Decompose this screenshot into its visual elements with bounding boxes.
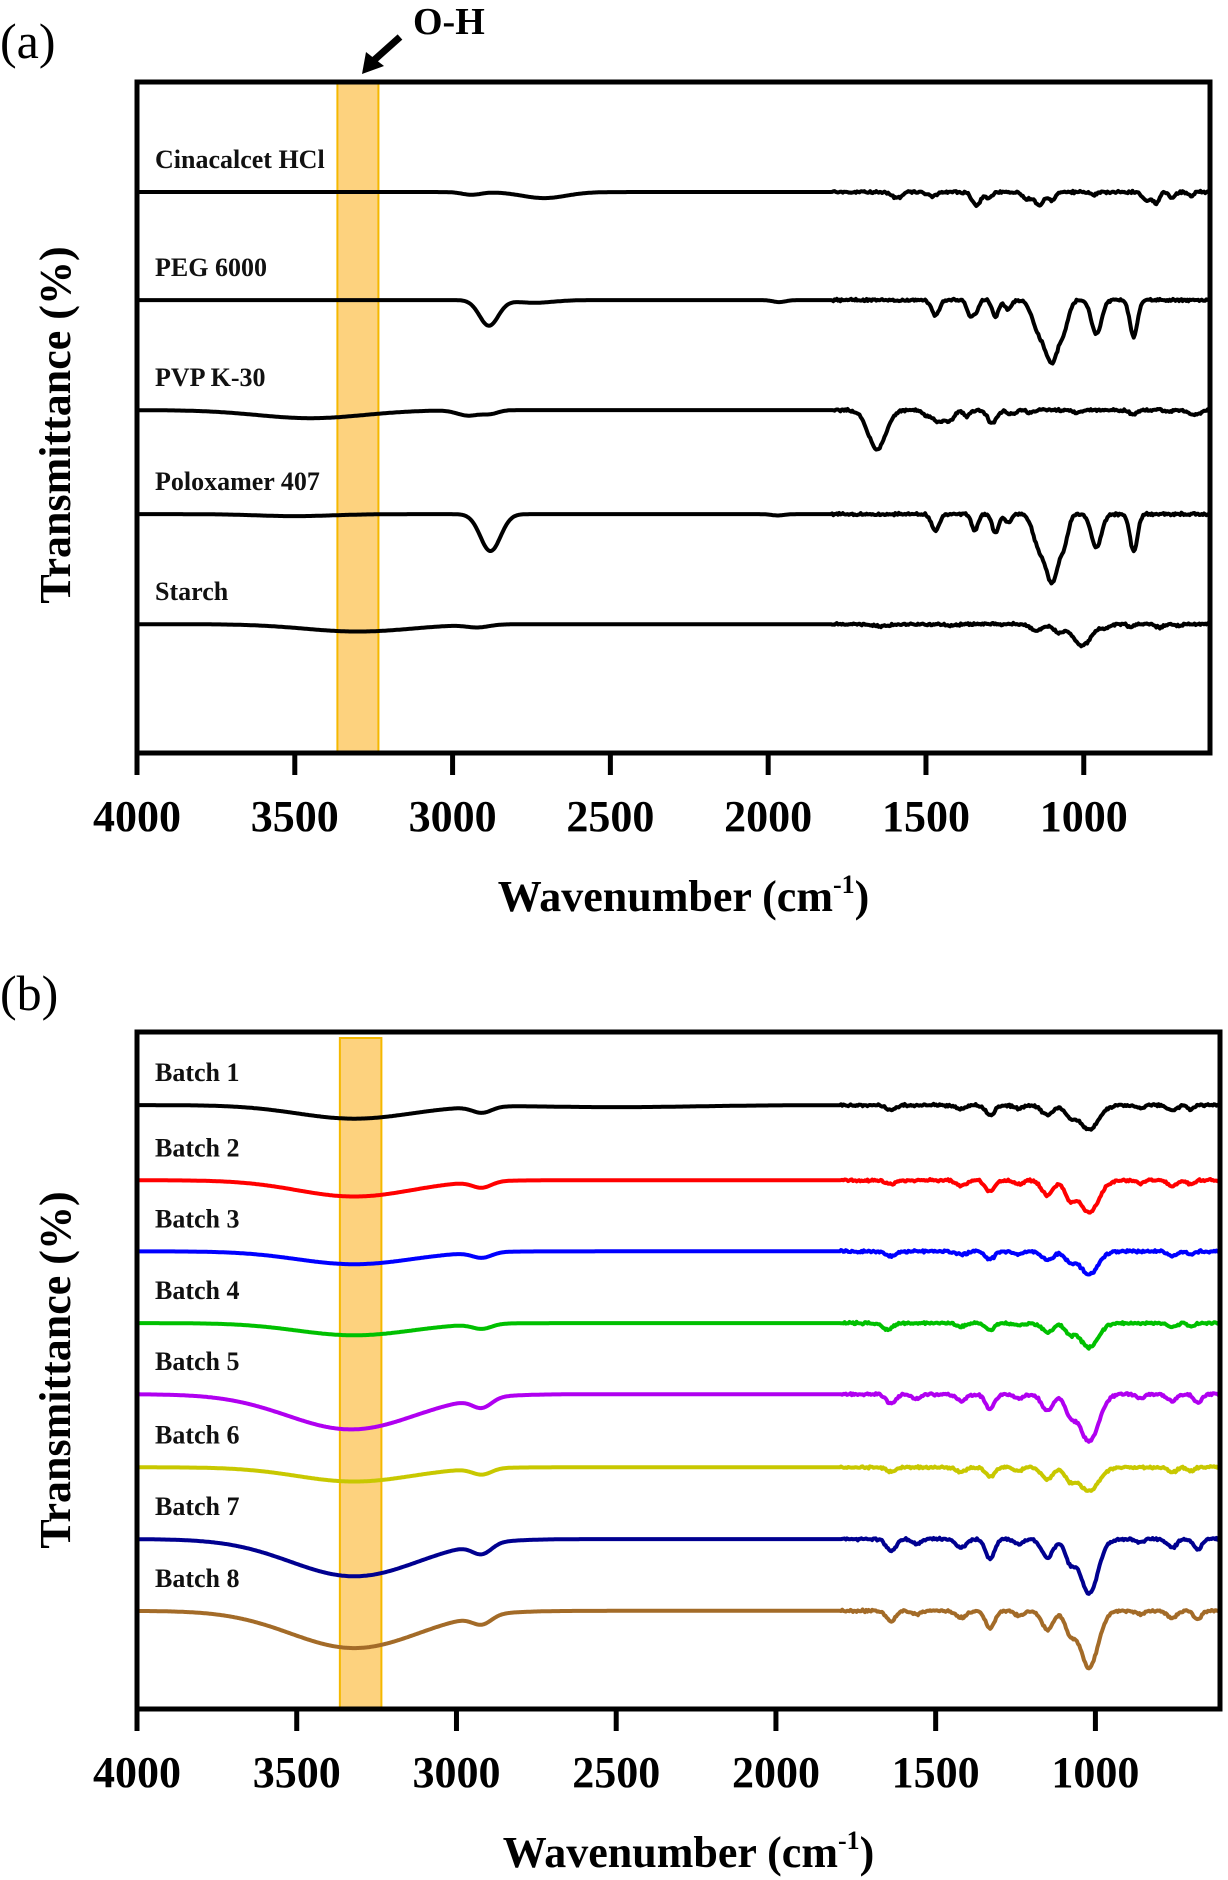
spectrum-line-poloxamer-407	[135, 510, 1212, 586]
series-label: Poloxamer 407	[155, 467, 320, 496]
spectrum-line-cinacalcet-hcl	[135, 188, 1212, 208]
x-ticks-a: 4000 3500 3000 2500 2000 1500 1000	[93, 753, 1128, 841]
x-tick-label: 2000	[724, 792, 812, 841]
x-tick-label: 4000	[93, 792, 181, 841]
series-label: Batch 8	[155, 1564, 240, 1593]
x-tick-label: 3500	[253, 1748, 341, 1797]
series-label: PEG 6000	[155, 253, 267, 282]
series-labels-a: Cinacalcet HCl PEG 6000 PVP K-30 Poloxamer …	[155, 145, 325, 606]
spectrum-line-batch-6	[135, 1464, 1222, 1493]
series-label: Batch 3	[155, 1204, 240, 1233]
panel-b-letter: (b)	[0, 965, 58, 1021]
x-tick-label: 4000	[93, 1748, 181, 1797]
plot-frame-a	[134, 79, 1213, 756]
panel-a: (a) Cinacalcet HCl PEG 6000 PVP K-30 Poloxa…	[0, 1, 1213, 921]
y-axis-title-a: Transmittance (%)	[31, 246, 80, 603]
spectrum-line-batch-8	[135, 1607, 1222, 1671]
plot-frame-b	[134, 1029, 1223, 1712]
series-label: Batch 4	[155, 1276, 240, 1305]
oh-arrow-icon	[362, 34, 403, 74]
series-label: Batch 6	[155, 1420, 240, 1449]
traces-b	[135, 1101, 1222, 1671]
series-label: Batch 5	[155, 1347, 240, 1376]
x-tick-label: 2500	[566, 792, 654, 841]
traces-a	[135, 188, 1212, 649]
series-label: Cinacalcet HCl	[155, 145, 325, 174]
spectrum-line-batch-4	[135, 1319, 1222, 1351]
x-tick-label: 1500	[882, 792, 970, 841]
spectrum-line-starch	[135, 620, 1212, 649]
x-tick-label: 3500	[251, 792, 339, 841]
series-label: Batch 1	[155, 1058, 240, 1087]
series-labels-b: Batch 1 Batch 2 Batch 3 Batch 4 Batch 5 Batch…	[155, 1058, 240, 1593]
x-axis-title-a: Wavenumber (cm-1)	[498, 870, 870, 921]
spectrum-line-batch-1	[135, 1101, 1222, 1132]
x-axis-title-b: Wavenumber (cm-1)	[503, 1826, 875, 1877]
x-tick-label: 3000	[409, 792, 497, 841]
series-label: Starch	[155, 577, 229, 606]
x-tick-label: 3000	[412, 1748, 500, 1797]
series-label: Batch 7	[155, 1492, 240, 1521]
x-tick-label: 1000	[1051, 1748, 1139, 1797]
oh-highlight-band-b	[338, 1037, 383, 1710]
panel-a-letter: (a)	[0, 13, 56, 69]
spectrum-line-batch-5	[135, 1391, 1222, 1444]
series-label: Batch 2	[155, 1133, 240, 1162]
x-ticks-b: 4000 3500 3000 2500 2000 1500 1000	[93, 1709, 1139, 1797]
spectrum-line-pvp-k-30	[135, 406, 1212, 452]
x-tick-label: 2500	[572, 1748, 660, 1797]
series-label: PVP K-30	[155, 363, 266, 392]
spectrum-line-batch-2	[135, 1177, 1222, 1215]
x-tick-label: 1500	[892, 1748, 980, 1797]
x-tick-label: 1000	[1040, 792, 1128, 841]
x-tick-label: 2000	[732, 1748, 820, 1797]
y-axis-title-b: Transmittance (%)	[31, 1191, 80, 1548]
spectrum-line-batch-7	[135, 1535, 1222, 1596]
spectrum-line-peg-6000	[135, 296, 1212, 366]
spectrum-line-batch-3	[135, 1248, 1222, 1277]
oh-annotation-label: O-H	[413, 1, 485, 43]
